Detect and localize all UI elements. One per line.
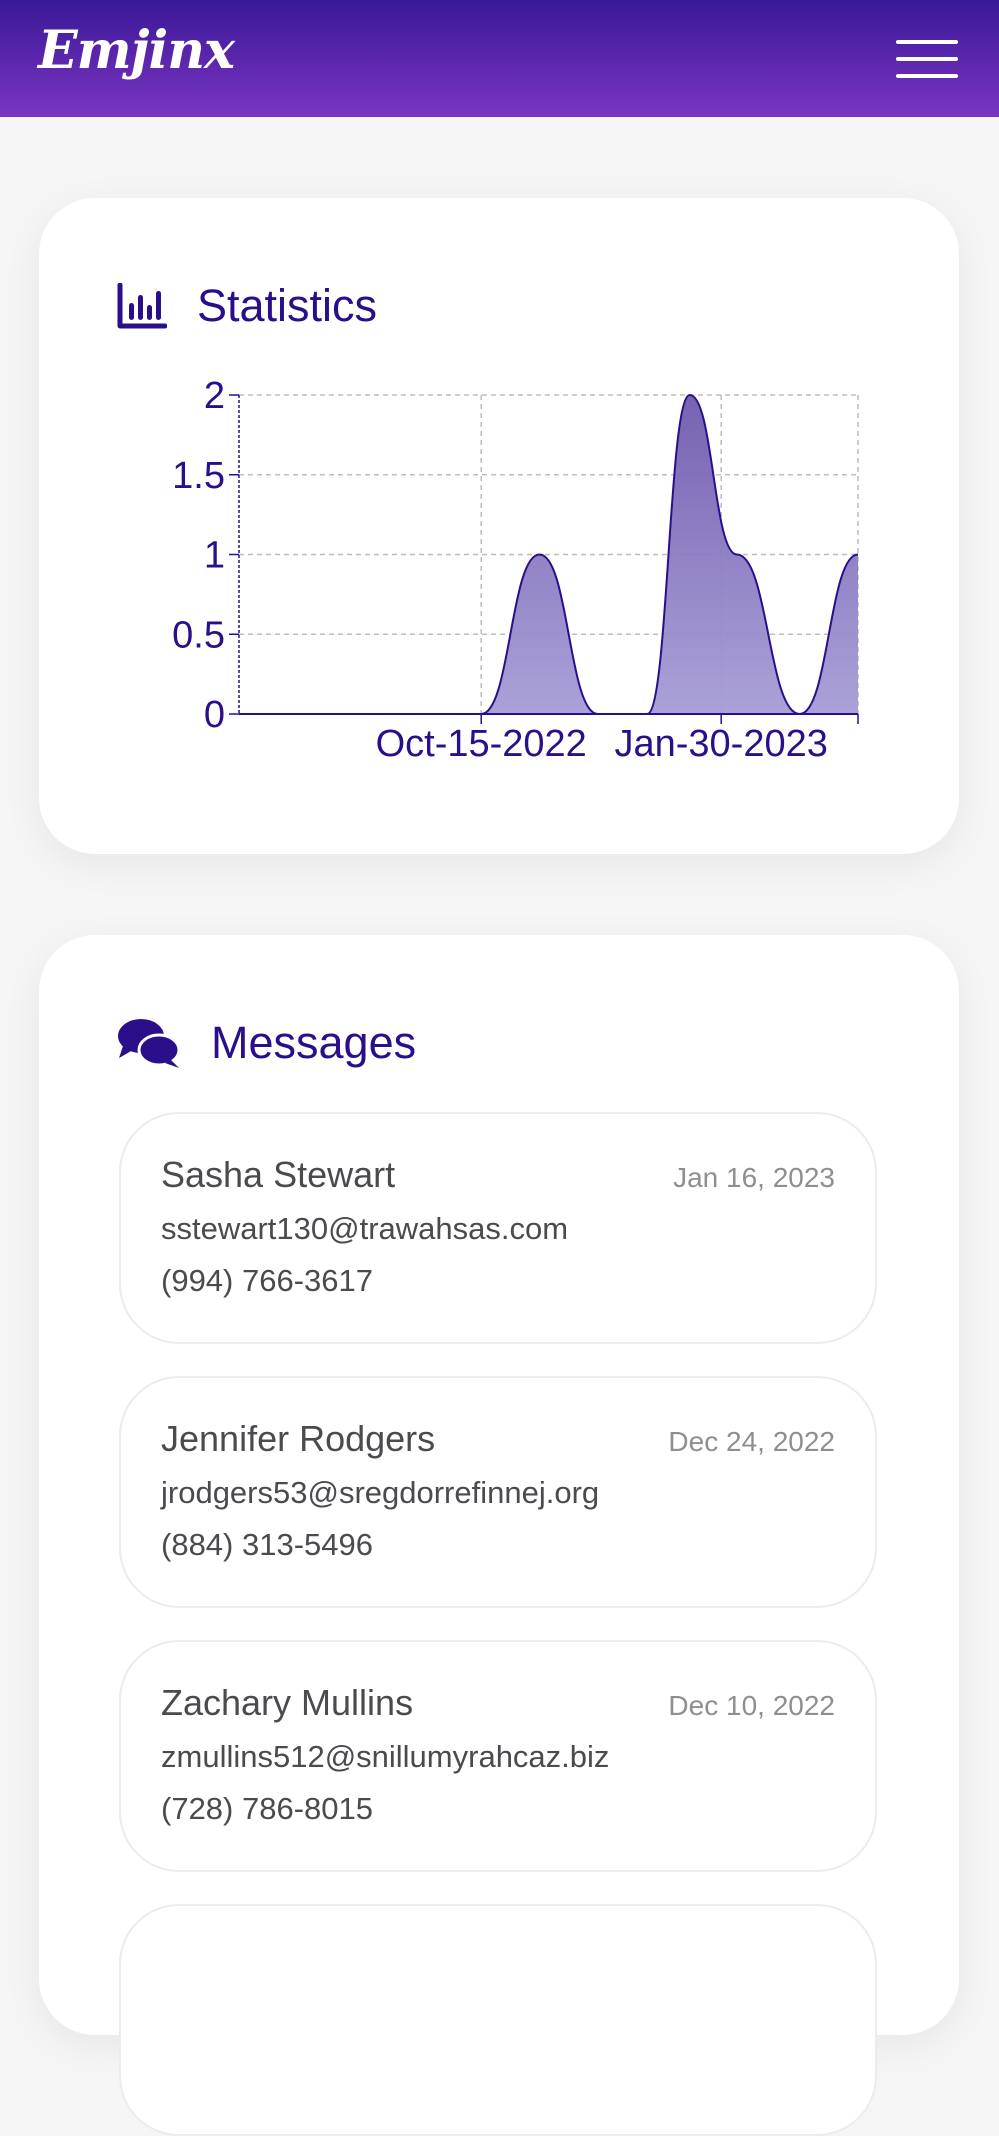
message-sender-name: Sasha Stewart [161, 1154, 396, 1195]
messages-card: Messages Sasha Stewart Jan 16, 2023 sste… [39, 935, 959, 2136]
statistics-title: Statistics [197, 280, 378, 331]
message-date: Jan 16, 2023 [673, 1162, 835, 1193]
message-sender-name: Jennifer Rodgers [161, 1418, 436, 1459]
statistics-chart: 0 0.5 1 1.5 2 Oct-15-2022 Jan-30-2023 [39, 198, 959, 854]
message-item[interactable]: Zachary Mullins Dec 10, 2022 zmullins512… [119, 1640, 877, 1872]
y-tick-label: 0 [204, 694, 225, 736]
y-tick-label: 0.5 [172, 614, 225, 656]
y-tick-label: 1 [204, 535, 225, 577]
message-date: Dec 10, 2022 [668, 1690, 835, 1721]
message-item[interactable]: Jennifer Rodgers Dec 24, 2022 jrodgers53… [119, 1376, 877, 1608]
message-sender-email: jrodgers53@sregdorrefinnej.org [161, 1475, 600, 1510]
messages-title: Messages [211, 1017, 417, 1068]
top-navigation-bar: Emjinx [0, 0, 999, 117]
message-sender-name: Zachary Mullins [161, 1682, 414, 1723]
statistics-chart-svg: 0 0.5 1 1.5 2 Oct-15-2022 Jan-30-2023 [172, 375, 859, 765]
series-area-fill [239, 395, 858, 714]
bar-chart-icon [117, 283, 167, 329]
hamburger-line [896, 57, 958, 61]
message-sender-phone: (994) 766-3617 [161, 1263, 373, 1298]
message-sender-email: sstewart130@trawahsas.com [161, 1211, 569, 1246]
x-tick-label: Oct-15-2022 [376, 723, 587, 765]
message-sender-phone: (884) 313-5496 [161, 1527, 373, 1562]
statistics-header: Statistics [117, 280, 377, 332]
chat-bubbles-icon [118, 1019, 181, 1068]
statistics-card: 0 0.5 1 1.5 2 Oct-15-2022 Jan-30-2023 Statisti… [39, 198, 959, 854]
message-sender-email: zmullins512@snillumyrahcaz.biz [161, 1739, 610, 1774]
y-tick-label: 1.5 [172, 455, 225, 497]
message-sender-phone: (728) 786-8015 [161, 1791, 373, 1826]
hamburger-menu-icon[interactable] [896, 38, 958, 80]
y-tick-label: 2 [204, 375, 225, 417]
hamburger-line [896, 74, 958, 78]
series-line [238, 393, 859, 716]
messages-header: Messages [117, 1017, 416, 1069]
x-tick-label: Jan-30-2023 [614, 723, 827, 765]
message-item-partial[interactable] [119, 1904, 877, 2136]
hamburger-line [896, 40, 958, 44]
message-item[interactable]: Sasha Stewart Jan 16, 2023 sstewart130@t… [119, 1112, 877, 1344]
message-date: Dec 24, 2022 [668, 1426, 835, 1457]
app-logo[interactable]: Emjinx [38, 20, 235, 81]
